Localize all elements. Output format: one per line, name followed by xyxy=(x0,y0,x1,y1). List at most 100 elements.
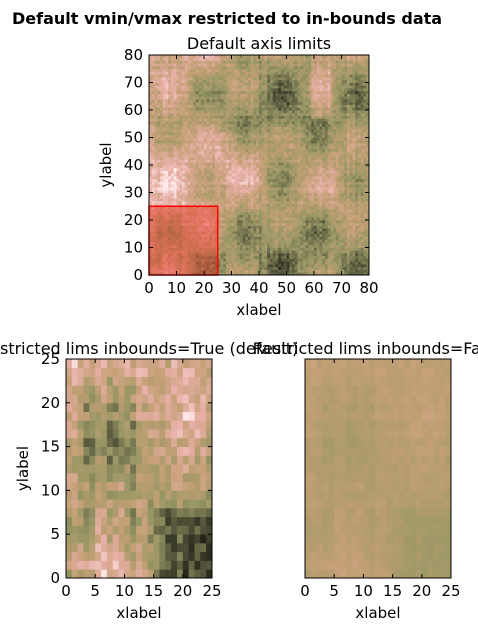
heatmap-cell xyxy=(300,244,304,248)
heatmap-cell xyxy=(195,134,199,138)
heatmap-cell xyxy=(242,90,246,94)
heatmap-cell xyxy=(319,189,323,193)
heatmap-cell xyxy=(215,173,219,177)
heatmap-cell xyxy=(162,233,166,237)
heatmap-cell xyxy=(292,220,296,224)
heatmap-cell xyxy=(303,228,307,232)
heatmap-cell xyxy=(294,115,298,119)
heatmap-cell xyxy=(308,99,312,103)
heatmap-cell xyxy=(242,200,246,204)
heatmap-cell xyxy=(275,214,279,218)
heatmap-cell xyxy=(237,126,241,130)
heatmap-cell xyxy=(283,129,287,133)
heatmap-cell xyxy=(272,198,276,202)
heatmap-cell xyxy=(248,170,252,174)
heatmap-cell xyxy=(242,187,246,191)
heatmap-cell xyxy=(176,126,180,130)
heatmap-cell xyxy=(253,200,257,204)
heatmap-cell xyxy=(171,250,175,254)
heatmap-cell xyxy=(220,247,224,251)
heatmap-cell xyxy=(256,121,260,125)
heatmap-cell xyxy=(237,137,241,141)
heatmap-cell xyxy=(195,93,199,97)
heatmap-cell xyxy=(173,107,177,111)
heatmap-cell xyxy=(275,236,279,240)
heatmap-cell xyxy=(281,74,285,78)
heatmap-cell xyxy=(253,96,257,100)
heatmap-cell xyxy=(184,255,188,259)
heatmap-cell xyxy=(217,225,221,229)
heatmap-cell xyxy=(173,156,177,160)
heatmap-cell xyxy=(182,68,186,72)
heatmap-cell xyxy=(195,203,199,207)
heatmap-cell xyxy=(162,192,166,196)
heatmap-cell xyxy=(190,134,194,138)
heatmap-cell xyxy=(184,206,188,210)
heatmap-cell xyxy=(179,233,183,237)
heatmap-cell xyxy=(231,198,235,202)
heatmap-cell xyxy=(314,143,318,147)
heatmap-cell xyxy=(217,71,221,75)
heatmap-cell xyxy=(228,173,232,177)
heatmap-cell xyxy=(305,165,309,169)
heatmap-cell xyxy=(311,242,315,246)
heatmap-cell xyxy=(245,269,249,273)
heatmap-cell xyxy=(157,233,161,237)
heatmap-cell xyxy=(226,189,230,193)
heatmap-cell xyxy=(187,143,191,147)
heatmap-cell xyxy=(157,129,161,133)
heatmap-cell xyxy=(267,178,271,182)
heatmap-cell xyxy=(168,206,172,210)
heatmap-cell xyxy=(160,129,164,133)
heatmap-cell xyxy=(283,115,287,119)
heatmap-cell xyxy=(311,154,315,158)
heatmap-cell xyxy=(151,126,155,130)
heatmap-cell xyxy=(187,71,191,75)
heatmap-cell xyxy=(165,209,169,213)
heatmap-cell xyxy=(171,118,175,122)
heatmap-cell xyxy=(193,159,197,163)
heatmap-cell xyxy=(184,272,188,276)
heatmap-cell xyxy=(217,101,221,105)
heatmap-cell xyxy=(261,209,265,213)
heatmap-cell xyxy=(283,200,287,204)
heatmap-cell xyxy=(234,129,238,133)
heatmap-cell xyxy=(168,214,172,218)
heatmap-cell xyxy=(160,88,164,92)
heatmap-cell xyxy=(160,63,164,67)
heatmap-cell xyxy=(272,101,276,105)
heatmap-cell xyxy=(239,101,243,105)
heatmap-cell xyxy=(261,110,265,114)
heatmap-cell xyxy=(231,220,235,224)
heatmap-cell xyxy=(226,217,230,221)
heatmap-cell xyxy=(165,214,169,218)
heatmap-cell xyxy=(256,79,260,83)
heatmap-cell xyxy=(248,156,252,160)
heatmap-cell xyxy=(292,60,296,64)
heatmap-cell xyxy=(234,225,238,229)
heatmap-cell xyxy=(259,115,263,119)
heatmap-cell xyxy=(171,115,175,119)
heatmap-cell xyxy=(157,195,161,199)
heatmap-cell xyxy=(209,264,213,268)
heatmap-cell xyxy=(162,195,166,199)
heatmap-cell xyxy=(308,123,312,127)
heatmap-cell xyxy=(160,123,164,127)
heatmap-cell xyxy=(283,269,287,273)
heatmap-cell xyxy=(294,57,298,61)
heatmap-cell xyxy=(179,145,183,149)
heatmap-cell xyxy=(311,264,315,268)
heatmap-cell xyxy=(171,167,175,171)
heatmap-cell xyxy=(239,121,243,125)
heatmap-cell xyxy=(223,176,227,180)
heatmap-cell xyxy=(206,184,210,188)
heatmap-cell xyxy=(168,93,172,97)
heatmap-cell xyxy=(154,107,158,111)
heatmap-cell xyxy=(242,123,246,127)
heatmap-cell xyxy=(245,88,249,92)
heatmap-cell xyxy=(292,55,296,59)
heatmap-cell xyxy=(297,101,301,105)
heatmap-cell xyxy=(270,203,274,207)
heatmap-cell xyxy=(198,244,202,248)
heatmap-cell xyxy=(281,85,285,89)
